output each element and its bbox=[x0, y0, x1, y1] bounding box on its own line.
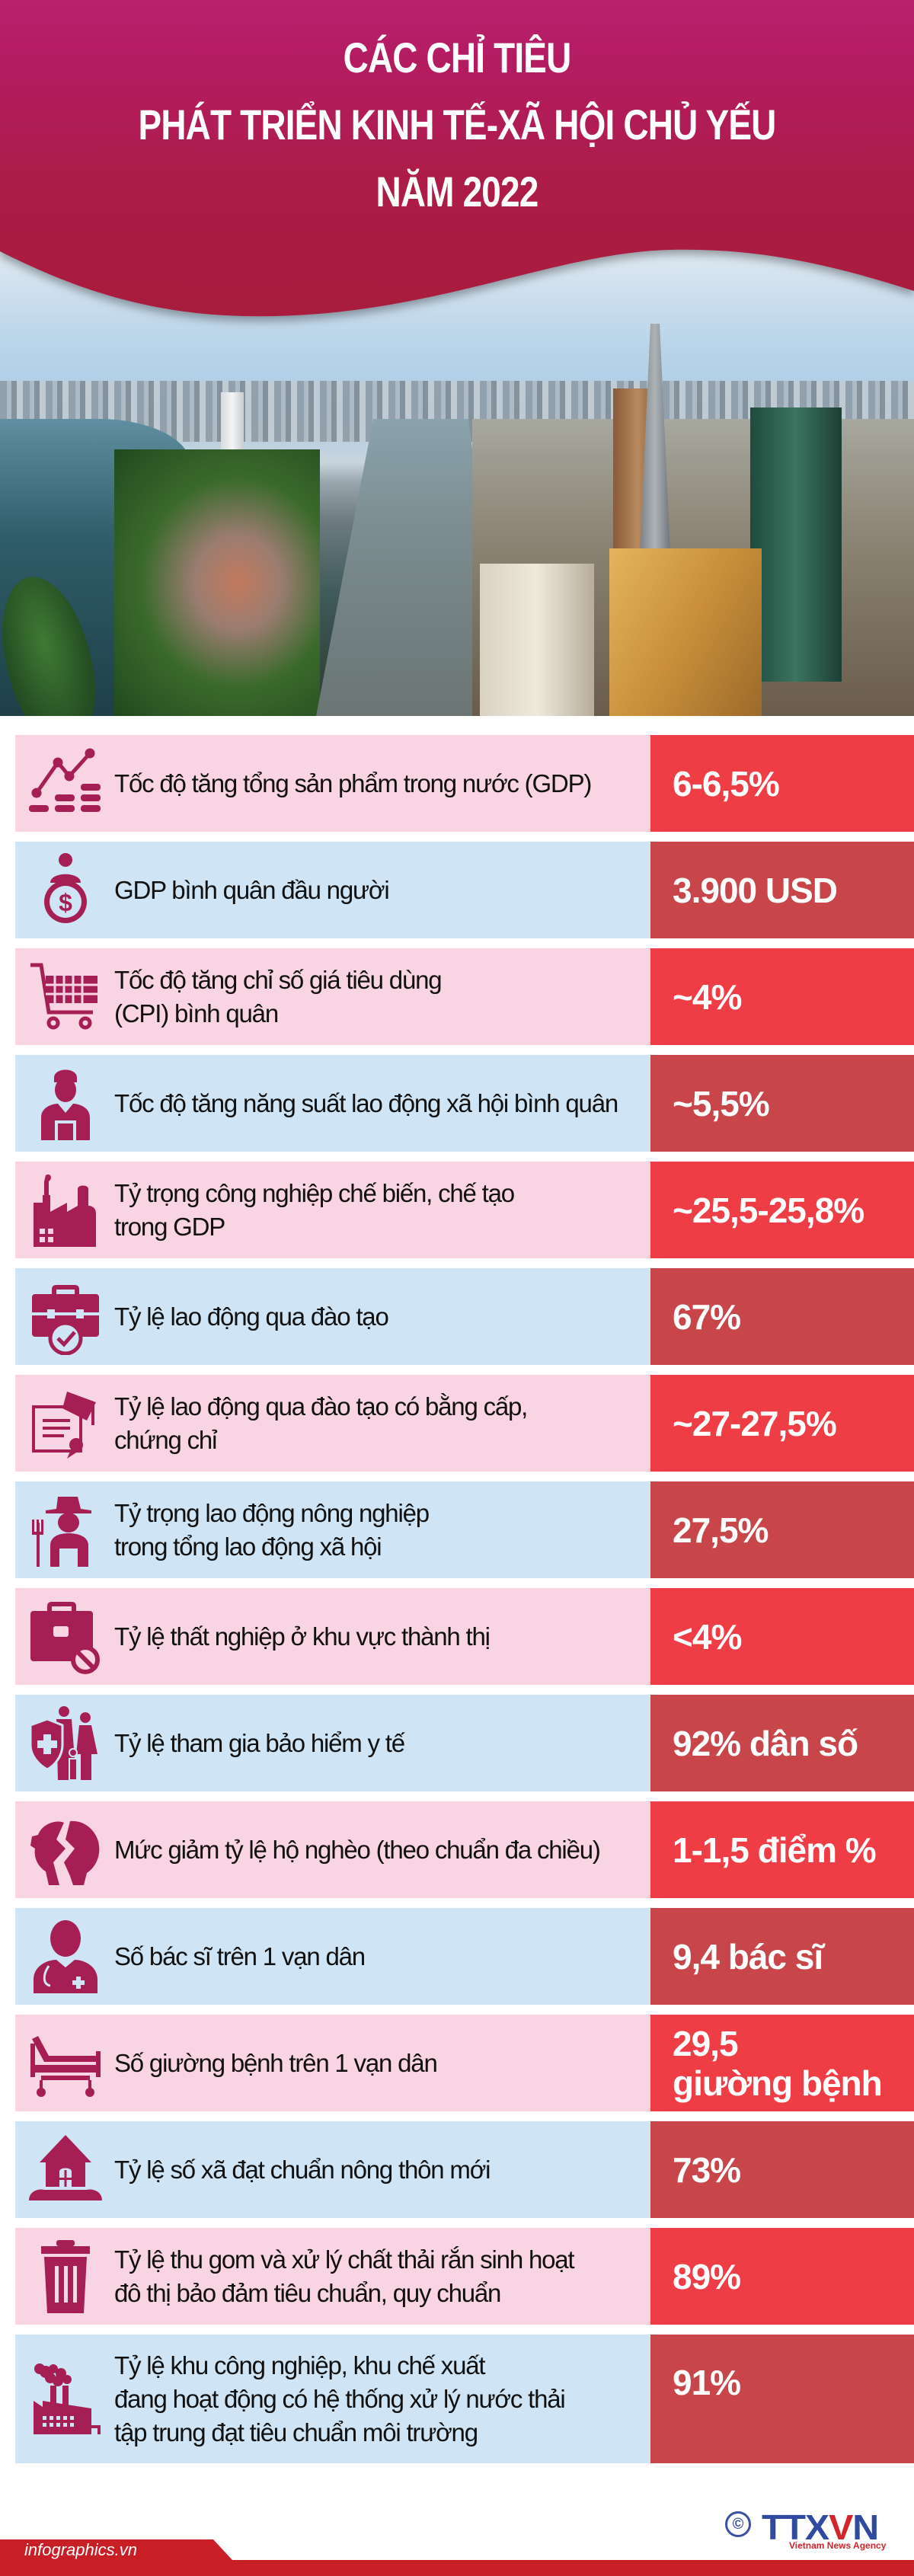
indicator-value: <4% bbox=[650, 1588, 914, 1685]
indicator-value: 91% bbox=[650, 2335, 914, 2463]
indicator-label: GDP bình quân đầu người bbox=[114, 876, 390, 904]
indicator-value: 89% bbox=[650, 2228, 914, 2325]
indicator-label-panel: Tỷ trọng lao động nông nghiệp trong tổng… bbox=[15, 1481, 650, 1578]
indicator-row: Tỷ lệ lao động qua đào tạo 67% bbox=[15, 1268, 914, 1365]
indicator-value: 29,5 giường bệnh bbox=[650, 2015, 914, 2111]
indicator-value: 27,5% bbox=[650, 1481, 914, 1578]
indicator-row: Tốc độ tăng chỉ số giá tiêu dùng (CPI) b… bbox=[15, 948, 914, 1045]
indicator-value: ~4% bbox=[650, 948, 914, 1045]
indicator-row: Tỷ lệ khu công nghiệp, khu chế xuất đang… bbox=[15, 2335, 914, 2463]
briefcase-ban-icon bbox=[27, 1599, 104, 1675]
indicator-label-panel: Mức giảm tỷ lệ hộ nghèo (theo chuẩn đa c… bbox=[15, 1801, 650, 1898]
indicator-label-panel: Tốc độ tăng chỉ số giá tiêu dùng (CPI) b… bbox=[15, 948, 650, 1045]
indicator-label-panel: Tốc độ tăng tổng sản phẩm trong nước (GD… bbox=[15, 735, 650, 832]
indicator-label: Tỷ trọng lao động nông nghiệp trong tổng… bbox=[114, 1499, 430, 1561]
hero: CÁC CHỈ TIÊU PHÁT TRIỂN KINH TẾ-XÃ HỘI C… bbox=[0, 0, 914, 716]
title-line-3: NĂM 2022 bbox=[376, 168, 539, 216]
glass-tower bbox=[750, 407, 842, 682]
svg-text:$: $ bbox=[59, 889, 72, 916]
indicator-label: Tỷ trọng công nghiệp chế biến, chế tạo t… bbox=[114, 1179, 515, 1241]
indicator-value: 6-6,5% bbox=[650, 735, 914, 832]
page-title: CÁC CHỈ TIÊU PHÁT TRIỂN KINH TẾ-XÃ HỘI C… bbox=[82, 24, 832, 225]
riverside-park bbox=[114, 449, 320, 716]
farmer-icon bbox=[27, 1492, 104, 1568]
shopping-cart-icon bbox=[27, 959, 104, 1035]
hospital-bed-icon bbox=[27, 2025, 104, 2101]
indicator-label-panel: Tốc độ tăng năng suất lao động xã hội bì… bbox=[15, 1055, 650, 1152]
indicator-row: Tỷ lệ thất nghiệp ở khu vực thành thị <4… bbox=[15, 1588, 914, 1685]
indicator-label: Tỷ lệ số xã đạt chuẩn nông thôn mới bbox=[114, 2156, 491, 2184]
indicator-label-panel: Tỷ lệ lao động qua đào tạo bbox=[15, 1268, 650, 1365]
indicator-label: Tỷ lệ thất nghiệp ở khu vực thành thị bbox=[114, 1622, 491, 1651]
indicator-label-panel: Tỷ lệ tham gia bảo hiểm y tế bbox=[15, 1695, 650, 1791]
indicator-row: $ GDP bình quân đầu người 3.900 USD bbox=[15, 842, 914, 938]
city-skyline-photo bbox=[0, 229, 914, 716]
hotel-building bbox=[480, 564, 594, 716]
indicator-row: Số giường bệnh trên 1 vạn dân 29,5 giườn… bbox=[15, 2015, 914, 2111]
factory-icon bbox=[27, 1172, 104, 1248]
doctor-icon bbox=[27, 1919, 104, 1995]
indicator-label-panel: Số giường bệnh trên 1 vạn dân bbox=[15, 2015, 650, 2111]
indicator-label: Mức giảm tỷ lệ hộ nghèo (theo chuẩn đa c… bbox=[114, 1836, 601, 1864]
indicator-label-panel: Tỷ lệ số xã đạt chuẩn nông thôn mới bbox=[15, 2121, 650, 2218]
indicator-label: Tốc độ tăng năng suất lao động xã hội bì… bbox=[114, 1089, 618, 1117]
indicator-value: 1-1,5 điểm % bbox=[650, 1801, 914, 1898]
indicator-label: Số giường bệnh trên 1 vạn dân bbox=[114, 2049, 438, 2077]
ttxvn-logo: © TTXVN Vietnam News Agency bbox=[724, 2507, 891, 2555]
footer-bar bbox=[0, 2560, 914, 2576]
indicator-label-panel: Số bác sĩ trên 1 vạn dân bbox=[15, 1908, 650, 2005]
indicator-row: Mức giảm tỷ lệ hộ nghèo (theo chuẩn đa c… bbox=[15, 1801, 914, 1898]
trash-bin-icon bbox=[27, 2239, 104, 2315]
indicator-label-panel: Tỷ lệ thu gom và xử lý chất thải rắn sin… bbox=[15, 2228, 650, 2325]
indicator-label: Tỷ lệ lao động qua đào tạo bbox=[114, 1302, 389, 1331]
indicator-label-panel: $ GDP bình quân đầu người bbox=[15, 842, 650, 938]
indicator-row: Tốc độ tăng tổng sản phẩm trong nước (GD… bbox=[15, 735, 914, 832]
title-line-1: CÁC CHỈ TIÊU bbox=[343, 34, 572, 81]
copyright-icon: © bbox=[725, 2511, 751, 2537]
indicator-row: Tốc độ tăng năng suất lao động xã hội bì… bbox=[15, 1055, 914, 1152]
indicator-value: 92% dân số bbox=[650, 1695, 914, 1791]
briefcase-check-icon bbox=[27, 1279, 104, 1355]
indicator-value: ~27-27,5% bbox=[650, 1375, 914, 1472]
indicator-value: ~25,5-25,8% bbox=[650, 1162, 914, 1258]
indicator-label-panel: Tỷ lệ lao động qua đào tạo có bằng cấp, … bbox=[15, 1375, 650, 1472]
indicator-value: 67% bbox=[650, 1268, 914, 1365]
diploma-icon bbox=[27, 1385, 104, 1462]
indicator-row: Tỷ lệ tham gia bảo hiểm y tế 92% dân số bbox=[15, 1695, 914, 1791]
indicator-row: Tỷ lệ số xã đạt chuẩn nông thôn mới 73% bbox=[15, 2121, 914, 2218]
indicator-label: Tỷ lệ khu công nghiệp, khu chế xuất đang… bbox=[114, 2351, 566, 2447]
footer-site-link[interactable]: infographics.vn bbox=[24, 2540, 137, 2559]
logo-wordmark: TTXVN bbox=[762, 2507, 879, 2547]
rural-house-icon bbox=[27, 2132, 104, 2208]
indicator-row: Tỷ trọng lao động nông nghiệp trong tổng… bbox=[15, 1481, 914, 1578]
person-dollar-icon: $ bbox=[27, 852, 104, 928]
family-shield-icon bbox=[27, 1705, 104, 1782]
worker-icon bbox=[27, 1066, 104, 1142]
logo-tagline: Vietnam News Agency bbox=[789, 2540, 887, 2551]
indicator-row: Tỷ trọng công nghiệp chế biến, chế tạo t… bbox=[15, 1162, 914, 1258]
title-line-2: PHÁT TRIỂN KINH TẾ-XÃ HỘI CHỦ YẾU bbox=[138, 101, 777, 149]
header-wave-banner bbox=[0, 0, 914, 317]
indicator-value: 9,4 bác sĩ bbox=[650, 1908, 914, 2005]
indicator-value: ~5,5% bbox=[650, 1055, 914, 1152]
indicator-row: Tỷ lệ lao động qua đào tạo có bằng cấp, … bbox=[15, 1375, 914, 1472]
indicator-label-panel: Tỷ lệ khu công nghiệp, khu chế xuất đang… bbox=[15, 2335, 650, 2463]
indicator-label-panel: Tỷ trọng công nghiệp chế biến, chế tạo t… bbox=[15, 1162, 650, 1258]
indicator-label-panel: Tỷ lệ thất nghiệp ở khu vực thành thị bbox=[15, 1588, 650, 1685]
factory-smoke-icon bbox=[27, 2361, 104, 2437]
indicator-label: Tỷ lệ thu gom và xử lý chất thải rắn sin… bbox=[114, 2245, 575, 2307]
yellow-building bbox=[609, 548, 762, 716]
broken-piggy-bank-icon bbox=[27, 1812, 104, 1888]
indicator-value: 3.900 USD bbox=[650, 842, 914, 938]
growth-chart-icon bbox=[27, 746, 104, 822]
indicator-label: Tỷ lệ tham gia bảo hiểm y tế bbox=[114, 1729, 405, 1757]
indicator-row: Số bác sĩ trên 1 vạn dân 9,4 bác sĩ bbox=[15, 1908, 914, 2005]
indicator-label: Tốc độ tăng tổng sản phẩm trong nước (GD… bbox=[114, 769, 592, 797]
indicator-value: 73% bbox=[650, 2121, 914, 2218]
indicator-label: Tốc độ tăng chỉ số giá tiêu dùng (CPI) b… bbox=[114, 966, 443, 1028]
indicator-row: Tỷ lệ thu gom và xử lý chất thải rắn sin… bbox=[15, 2228, 914, 2325]
indicator-label: Tỷ lệ lao động qua đào tạo có bằng cấp, … bbox=[114, 1392, 528, 1454]
indicator-label: Số bác sĩ trên 1 vạn dân bbox=[114, 1942, 366, 1970]
